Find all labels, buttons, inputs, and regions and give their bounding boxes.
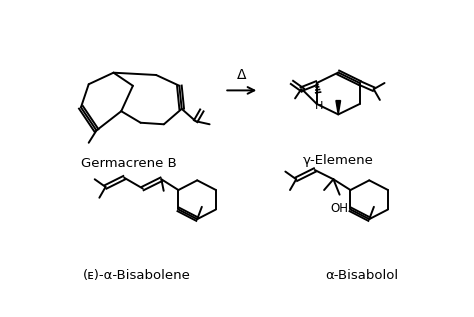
Polygon shape (336, 100, 341, 114)
Text: Germacrene B: Germacrene B (81, 157, 177, 171)
Text: (ᴇ)-α-Bisabolene: (ᴇ)-α-Bisabolene (83, 269, 191, 282)
Text: H: H (315, 101, 323, 112)
Text: γ-Elemene: γ-Elemene (303, 153, 374, 166)
Text: OH: OH (330, 202, 348, 215)
Text: Δ: Δ (237, 68, 246, 82)
Text: α-Bisabolol: α-Bisabolol (325, 269, 398, 282)
